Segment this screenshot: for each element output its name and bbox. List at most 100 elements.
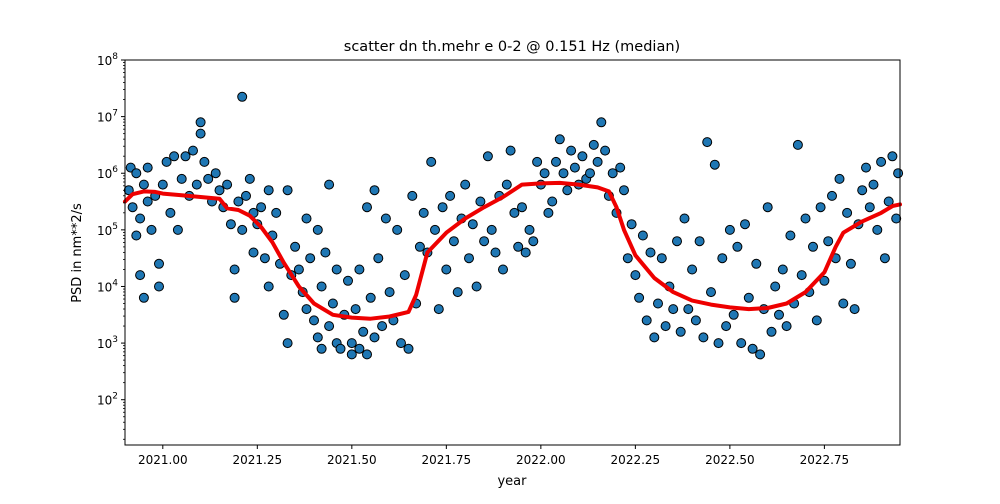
data-point xyxy=(448,236,459,247)
data-point xyxy=(751,258,762,269)
data-point xyxy=(653,298,663,309)
data-point xyxy=(350,304,361,315)
data-point xyxy=(430,224,440,235)
data-point xyxy=(346,338,357,349)
data-point xyxy=(471,281,482,292)
data-point xyxy=(373,253,384,264)
data-point xyxy=(660,321,671,332)
data-point xyxy=(365,292,376,303)
x-tick-label: 2021.25 xyxy=(233,453,283,467)
data-point xyxy=(808,241,818,252)
data-point xyxy=(792,139,803,150)
data-point xyxy=(203,173,214,184)
data-point xyxy=(301,304,312,315)
data-point xyxy=(369,185,380,196)
data-point xyxy=(418,207,429,218)
data-point xyxy=(683,304,694,315)
data-point xyxy=(672,236,682,247)
data-point xyxy=(702,137,713,148)
data-point xyxy=(316,281,327,292)
y-tick-label: 105 xyxy=(97,222,118,238)
data-point xyxy=(142,162,153,173)
data-point xyxy=(195,128,206,139)
data-point xyxy=(543,207,554,218)
data-point xyxy=(891,213,902,224)
data-point xyxy=(615,162,626,173)
y-tick-label: 104 xyxy=(97,278,118,294)
data-point xyxy=(138,179,149,190)
data-point xyxy=(736,338,747,349)
median-line-layer xyxy=(123,180,902,321)
data-point xyxy=(732,241,743,252)
data-point xyxy=(698,332,709,343)
data-point xyxy=(464,253,474,264)
data-point xyxy=(369,332,380,343)
data-point xyxy=(138,292,149,303)
data-point xyxy=(180,151,191,162)
x-tick-label: 2021.00 xyxy=(138,453,188,467)
scatter-points xyxy=(123,91,904,360)
data-point xyxy=(641,315,652,326)
data-point xyxy=(740,219,750,230)
data-point xyxy=(320,247,331,258)
data-point xyxy=(796,270,807,281)
data-point xyxy=(728,309,739,320)
data-point xyxy=(282,185,293,196)
plot-frame xyxy=(124,59,901,446)
data-point xyxy=(452,287,463,298)
x-tick-label: 2022.75 xyxy=(800,453,850,467)
data-point xyxy=(293,264,304,275)
data-point xyxy=(815,202,826,213)
data-point xyxy=(588,139,599,150)
data-point xyxy=(229,264,240,275)
data-point xyxy=(834,173,845,184)
data-point xyxy=(131,230,142,241)
data-point xyxy=(849,304,860,315)
data-point xyxy=(362,349,372,360)
data-point xyxy=(225,219,236,230)
y-axis-ticks: 102 103 104 105 106 107 108 xyxy=(97,52,125,440)
x-axis-ticks: 2021.00 2021.25 2021.50 2021.75 2022.00 2022.… xyxy=(138,445,849,467)
data-point xyxy=(176,173,187,184)
y-tick-label: 107 xyxy=(97,109,118,125)
data-point xyxy=(278,309,289,320)
data-point xyxy=(305,253,316,264)
data-point xyxy=(377,321,388,332)
data-point xyxy=(819,275,830,286)
data-point xyxy=(241,190,251,201)
data-point xyxy=(876,156,887,167)
data-point xyxy=(403,343,414,354)
data-point xyxy=(199,156,210,167)
data-point xyxy=(770,281,781,292)
data-point xyxy=(327,298,338,309)
data-point xyxy=(316,343,327,354)
data-point xyxy=(774,309,784,320)
data-point xyxy=(505,145,516,156)
data-point xyxy=(634,292,645,303)
data-point xyxy=(766,326,777,337)
y-tick-label: 103 xyxy=(97,335,118,351)
data-point xyxy=(188,145,198,156)
data-point xyxy=(244,173,255,184)
data-point xyxy=(399,270,410,281)
data-point xyxy=(532,156,543,167)
data-point xyxy=(233,196,244,207)
data-point xyxy=(271,207,282,218)
data-point xyxy=(154,258,164,269)
data-point xyxy=(585,168,595,179)
data-point xyxy=(675,326,686,337)
data-point xyxy=(827,190,837,201)
data-point xyxy=(637,230,648,241)
data-point xyxy=(842,207,853,218)
data-point xyxy=(743,292,754,303)
data-point xyxy=(713,338,724,349)
data-point xyxy=(426,156,437,167)
data-point xyxy=(762,202,773,213)
data-point xyxy=(380,213,391,224)
data-point xyxy=(547,196,558,207)
data-point xyxy=(346,349,357,360)
data-point xyxy=(263,281,274,292)
data-point xyxy=(645,247,656,258)
data-point xyxy=(161,156,172,167)
data-point xyxy=(358,326,369,337)
